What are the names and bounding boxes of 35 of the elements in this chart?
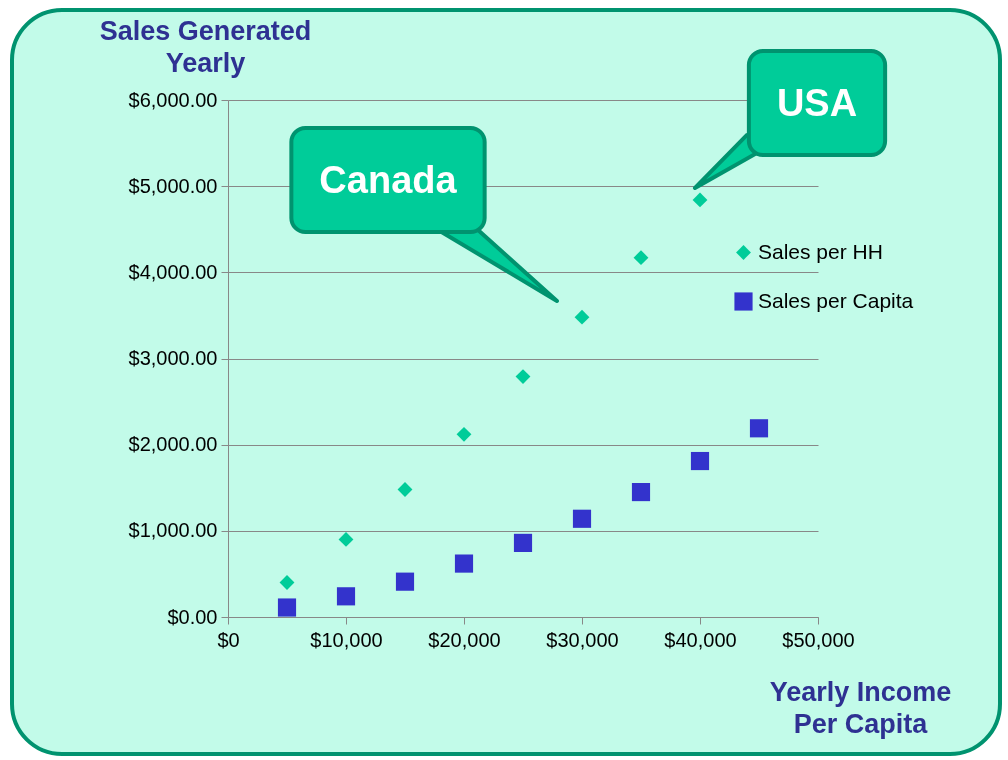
y-axis-title: Sales Generated Yearly [99, 15, 312, 78]
point [336, 587, 356, 606]
point [454, 554, 474, 573]
annotation: USA [776, 81, 858, 124]
point [277, 598, 297, 617]
y-tick-label: $2,000.00 [128, 433, 218, 456]
x-axis-title: Yearly Income Per Capita [769, 676, 952, 739]
point [456, 426, 472, 442]
callout: USA [693, 48, 888, 190]
point [395, 572, 415, 591]
point [513, 533, 533, 552]
y-tick-label: $4,000.00 [128, 260, 218, 283]
x-tick-label: $40,000 [664, 628, 737, 651]
point [515, 369, 531, 385]
y-tick-label: $0.00 [167, 605, 218, 628]
point [574, 309, 590, 325]
point [692, 192, 708, 208]
point [572, 509, 592, 528]
x-tick-label: $50,000 [782, 628, 855, 651]
point [631, 482, 651, 502]
point [690, 451, 710, 471]
point [749, 419, 769, 438]
point [633, 250, 649, 266]
callout: Canada [289, 126, 559, 303]
annotation: Canada [319, 159, 458, 201]
x-tick-label: $20,000 [428, 628, 501, 651]
x-tick-label: $0 [217, 628, 240, 651]
x-tick-label: $10,000 [310, 628, 383, 651]
legend-label: Sales per HH [758, 239, 883, 263]
y-tick-label: $3,000.00 [128, 347, 218, 369]
x-tick-label: $30,000 [546, 628, 619, 651]
y-tick-label: $6,000.00 [128, 88, 218, 111]
y-tick-label: $5,000.00 [128, 174, 218, 197]
y-tick-label: $1,000.00 [128, 519, 218, 542]
legend-label: Sales per Capita [758, 288, 914, 312]
